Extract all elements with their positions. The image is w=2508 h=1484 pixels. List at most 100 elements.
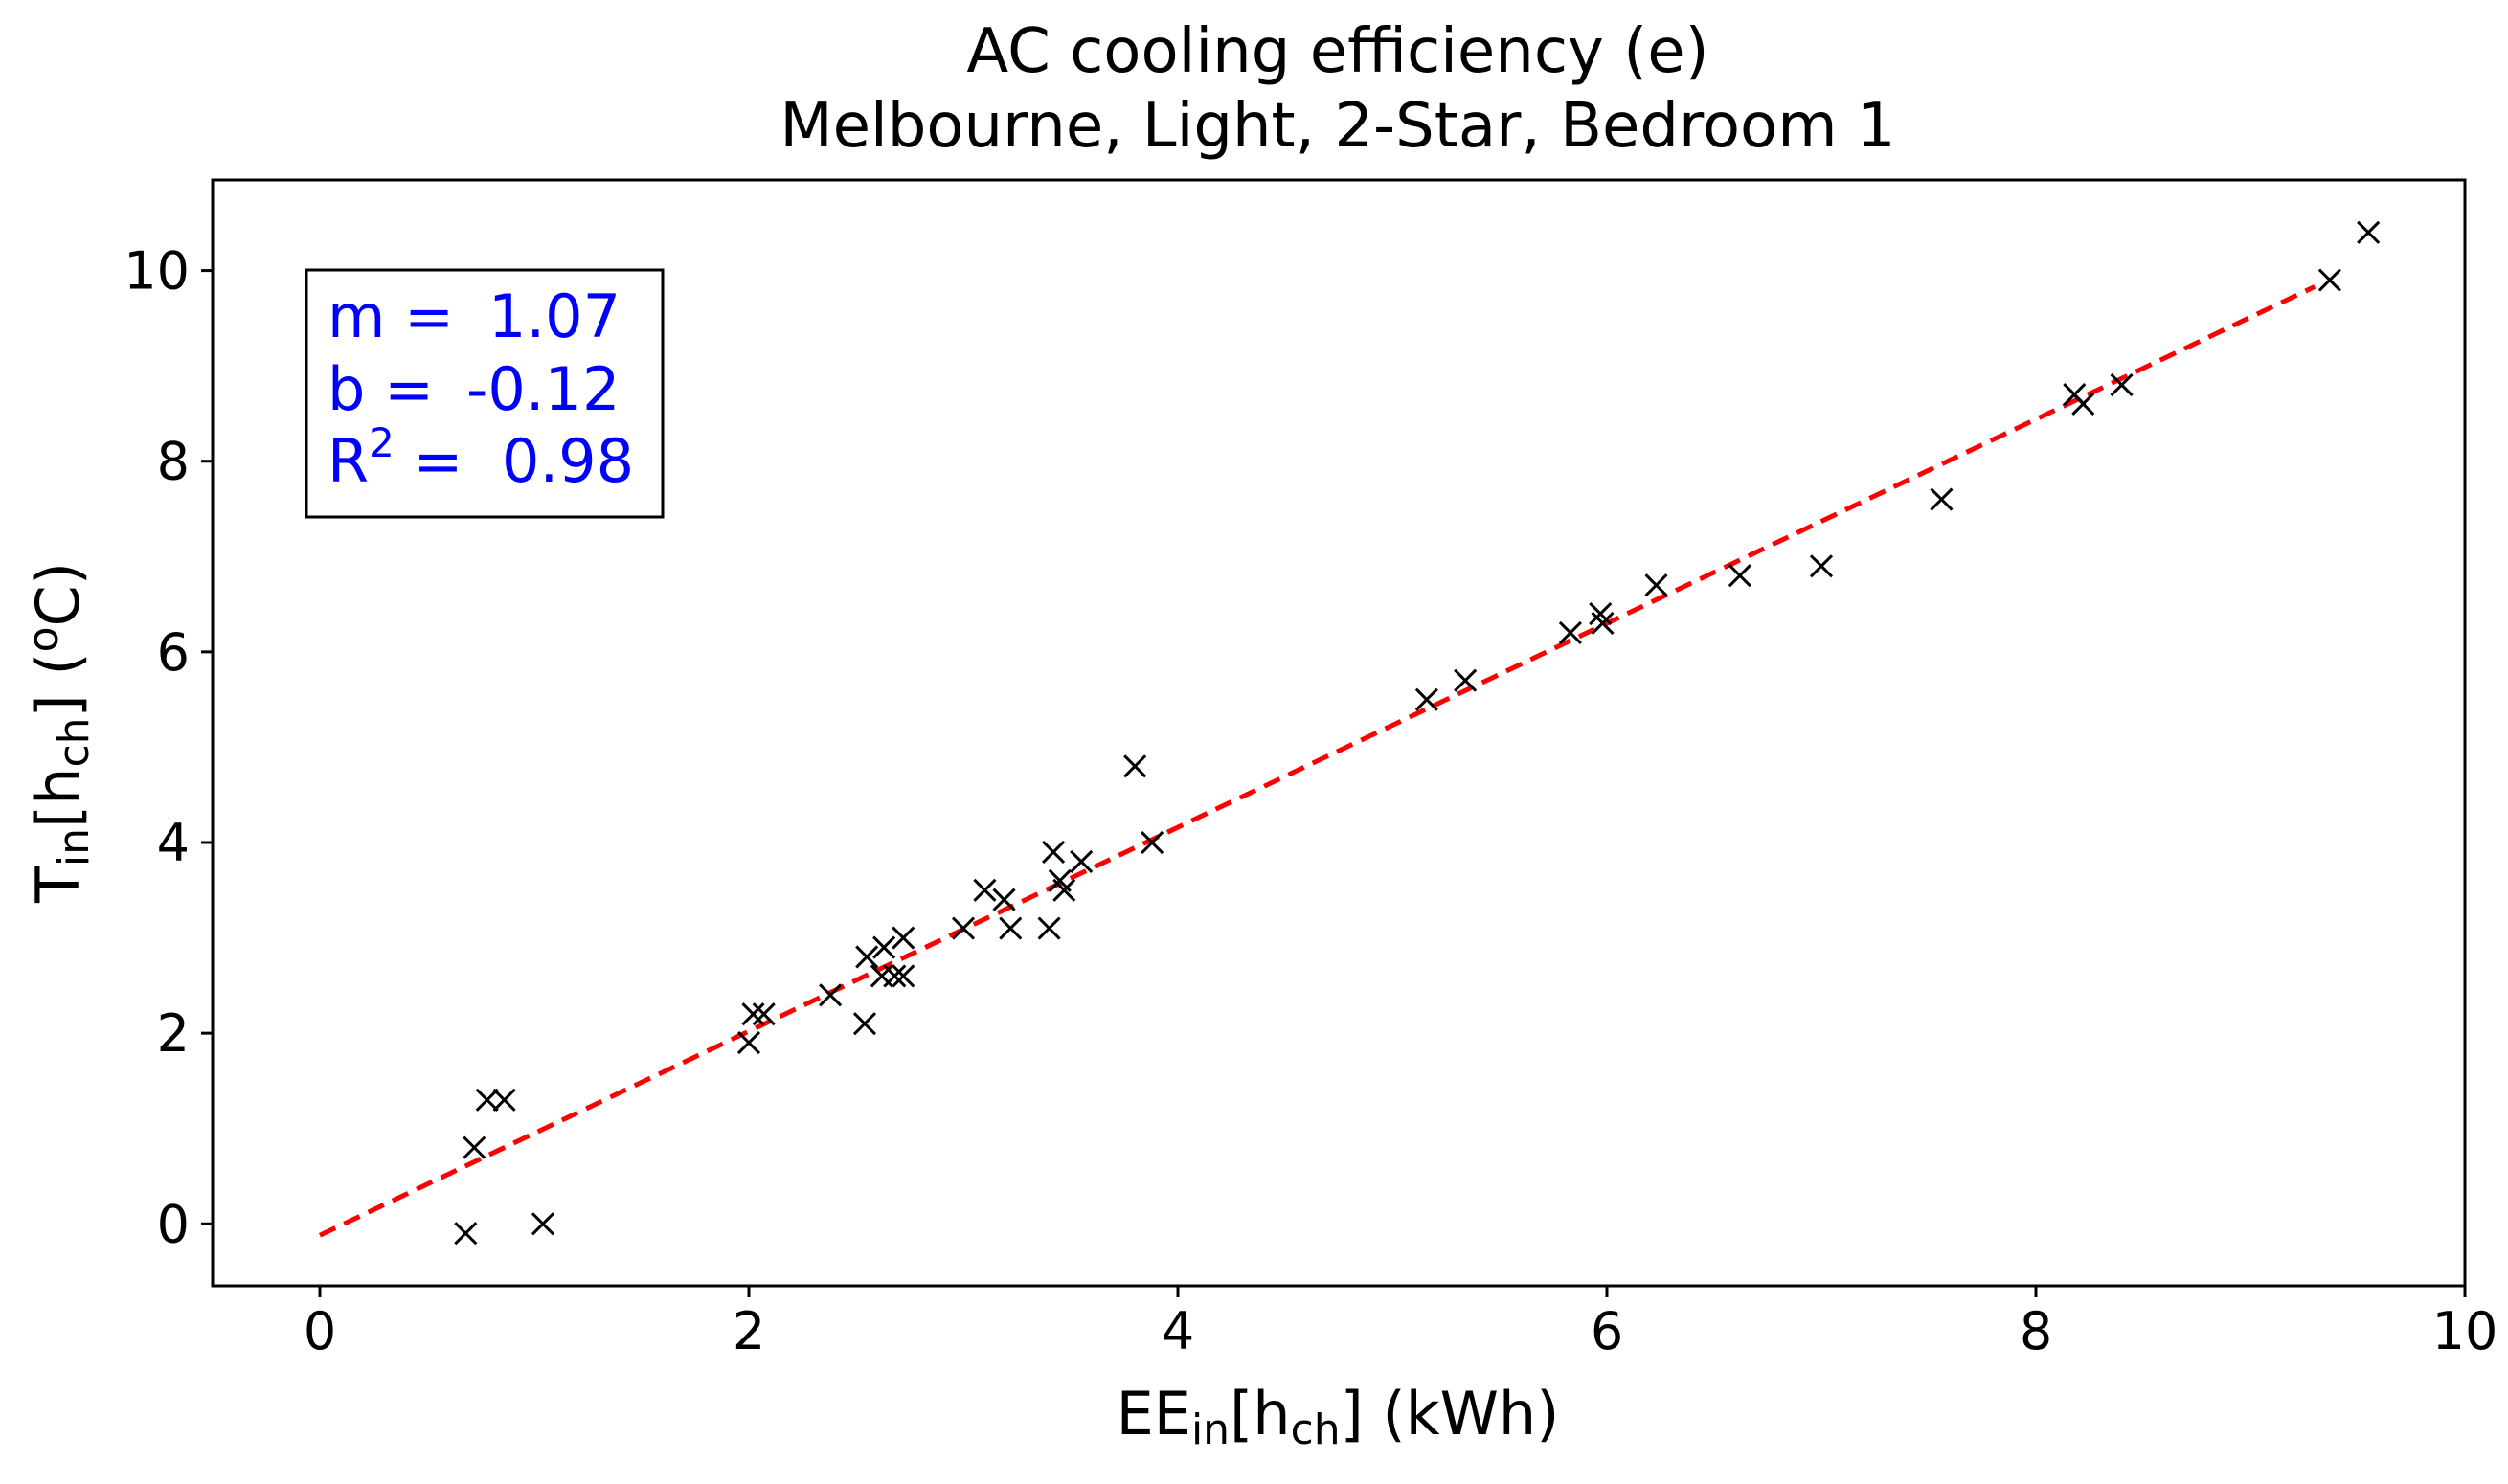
x-tick-label: 8: [2020, 1301, 2052, 1361]
data-point-stroke: [492, 1088, 516, 1112]
y-tick-label: 10: [124, 241, 190, 302]
data-point: [1037, 916, 1061, 940]
data-point: [752, 1002, 776, 1026]
y-tick-label: 2: [157, 1003, 190, 1064]
data-point: [741, 1002, 765, 1026]
data-point-stroke: [883, 964, 907, 988]
data-point: [2071, 392, 2095, 416]
data-point: [999, 916, 1023, 940]
x-axis-label-main: EE: [1117, 1379, 1191, 1449]
data-point-stroke: [741, 1002, 765, 1026]
data-point-stroke: [951, 916, 976, 940]
stats-box: m = 1.07 b = -0.12 R2 = 0.98: [305, 268, 665, 519]
data-point-stroke: [2071, 392, 2095, 416]
y-tick-label: 8: [157, 432, 190, 492]
stats-slope-label: m =: [328, 281, 454, 351]
data-point: [463, 1135, 486, 1159]
fit-line-layer: [318, 284, 2316, 1238]
stats-r2: R2 = 0.98: [328, 419, 634, 496]
y-axis-label-tail: ] (: [23, 652, 93, 717]
data-point-stroke: [1589, 601, 1613, 626]
data-point-stroke: [892, 926, 915, 950]
data-point: [2357, 220, 2381, 244]
stats-box-frame: [305, 268, 665, 519]
data-points: [454, 220, 2381, 1246]
x-tick-label: 0: [304, 1301, 336, 1361]
data-point: [1070, 849, 1094, 873]
y-axis-label: Tin[hch] (oC): [19, 562, 99, 904]
y-axis: 0 2 4 6 8 10: [124, 241, 213, 1254]
stats-slope-value: 1.07: [488, 281, 621, 351]
data-point: [852, 1012, 877, 1036]
data-point: [1930, 487, 1954, 511]
data-point-stroke: [2357, 220, 2381, 244]
plot-area-frame: [211, 178, 2467, 1288]
stats-intercept: b = -0.12: [328, 354, 620, 424]
data-point: [1123, 754, 1147, 778]
y-tick-label: 6: [157, 622, 190, 683]
data-point-stroke: [1591, 611, 1615, 636]
data-point: [819, 983, 843, 1007]
data-point-stroke: [855, 945, 879, 969]
data-point: [1728, 564, 1751, 588]
data-point-stroke: [973, 878, 997, 902]
chart-title: AC cooling efficiency (e): [966, 16, 1708, 87]
data-point: [492, 1088, 516, 1112]
y-axis-label-mid: [h: [23, 768, 93, 828]
data-point: [1558, 620, 1582, 645]
x-axis-label-sub2: ch: [1291, 1405, 1341, 1454]
data-point: [872, 935, 896, 959]
data-point: [892, 964, 915, 988]
fit-line: [318, 284, 2316, 1238]
data-point-stroke: [1414, 687, 1438, 711]
data-point: [454, 1222, 478, 1246]
data-point-stroke: [1454, 668, 1478, 692]
data-point: [1644, 573, 1668, 597]
y-axis-label-tail2: C): [23, 562, 93, 626]
data-point: [883, 964, 907, 988]
chart-subtitle: Melbourne, Light, 2-Star, Bedroom 1: [780, 91, 1895, 162]
data-point-stroke: [1728, 564, 1751, 588]
data-point: [855, 945, 879, 969]
data-point-stroke: [1930, 487, 1954, 511]
data-point: [1042, 840, 1066, 865]
data-point-stroke: [1070, 849, 1094, 873]
data-point-stroke: [752, 1002, 776, 1026]
data-point-stroke: [1644, 573, 1668, 597]
x-axis-label: EEin[hch] (kWh): [1117, 1379, 1560, 1454]
x-tick-label: 4: [1162, 1301, 1194, 1361]
data-point-stroke: [2110, 373, 2134, 397]
data-point: [736, 1031, 761, 1055]
data-point-stroke: [475, 1088, 499, 1112]
data-point: [1591, 611, 1615, 636]
data-point: [1414, 687, 1438, 711]
data-point-stroke: [1052, 878, 1076, 902]
data-point-stroke: [819, 983, 843, 1007]
data-point-stroke: [736, 1031, 761, 1055]
y-tick-label: 4: [157, 813, 190, 873]
x-axis-label-sub1: in: [1191, 1405, 1230, 1454]
data-point-stroke: [1809, 554, 1834, 578]
y-axis-label-sub2: ch: [50, 717, 99, 767]
data-point-stroke: [1042, 840, 1066, 865]
data-point-stroke: [999, 916, 1023, 940]
data-point: [1454, 668, 1478, 692]
x-tick-label: 6: [1591, 1301, 1623, 1361]
stats-r2-eq: =: [395, 426, 463, 496]
data-point-stroke: [852, 1012, 877, 1036]
data-point: [475, 1088, 499, 1112]
data-point-stroke: [2317, 268, 2341, 292]
stats-slope: m = 1.07: [328, 281, 621, 351]
data-point: [951, 916, 976, 940]
y-axis-label-sub1: in: [50, 828, 99, 866]
data-point: [1141, 830, 1164, 855]
data-point-stroke: [1037, 916, 1061, 940]
data-point-stroke: [872, 935, 896, 959]
data-point-stroke: [463, 1135, 486, 1159]
x-tick-label: 2: [733, 1301, 765, 1361]
x-axis-label-tail: ] (kWh): [1341, 1379, 1560, 1449]
x-axis: 0 2 4 6 8 10: [304, 1286, 2497, 1361]
data-point-stroke: [992, 888, 1016, 911]
stats-r2-sup: 2: [369, 419, 395, 466]
